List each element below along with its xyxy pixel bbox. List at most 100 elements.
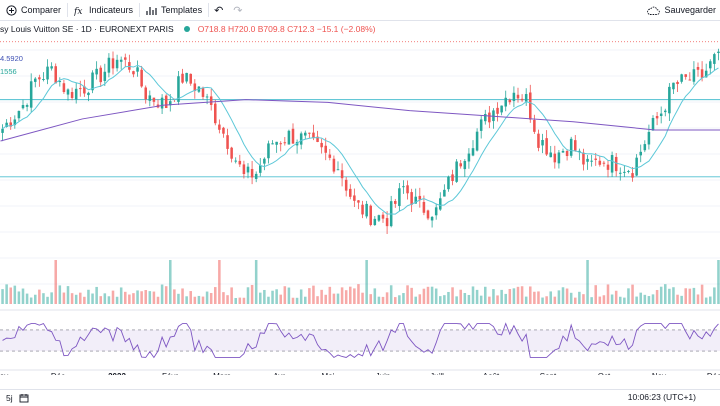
candle-body (75, 89, 78, 100)
compare-button[interactable]: Comparer (0, 0, 67, 20)
fx-icon: fx (74, 5, 85, 16)
time-axis-label: Juill (430, 372, 444, 375)
candle-body (153, 98, 156, 102)
volume-bar (104, 293, 107, 304)
volume-bar (390, 285, 393, 304)
volume-bar (108, 296, 111, 304)
top-toolbar: Comparer fx Indicateurs Templates ↶ ↷ (0, 0, 720, 21)
volume-bar (554, 297, 557, 304)
candle-body (320, 143, 323, 147)
volume-bar (34, 295, 37, 304)
volume-bar (140, 291, 143, 304)
candle-body (545, 138, 548, 154)
volume-bar (611, 295, 614, 304)
indicators-button[interactable]: fx Indicateurs (68, 0, 139, 20)
svg-text:fx: fx (74, 7, 82, 16)
templates-icon (146, 5, 157, 16)
volume-bar (157, 297, 160, 304)
candle-body (627, 171, 630, 172)
candle-body (42, 79, 45, 80)
candle-body (234, 161, 237, 162)
volume-bar (459, 290, 462, 304)
candle-body (435, 207, 438, 215)
time-axis-label: Oct (598, 372, 611, 375)
volume-bar (75, 295, 78, 304)
volume-bar (14, 286, 17, 304)
candle-body (218, 125, 221, 130)
candle-body (439, 198, 442, 209)
candle-body (251, 169, 254, 177)
candle-body (533, 120, 536, 132)
candle-body (468, 154, 471, 162)
volume-bar (562, 287, 565, 304)
volume-bar (63, 293, 66, 304)
volume-bar (521, 286, 524, 304)
candle-body (181, 74, 184, 83)
symbol-title[interactable]: sy Louis Vuitton SE · 1D · EURONEXT PARI… (0, 24, 174, 34)
grid (0, 50, 720, 310)
volume-bar (410, 288, 413, 304)
change-value: −15.1 (−2.08%) (317, 24, 376, 34)
volume-bar (259, 293, 262, 304)
candle-body (239, 161, 242, 165)
volume-bar (59, 285, 62, 304)
undo-icon[interactable]: ↶ (209, 4, 228, 17)
volume-bar (320, 290, 323, 304)
volume-bar (9, 287, 12, 304)
time-axis-label: Déc (51, 372, 65, 375)
volume-bar (684, 288, 687, 304)
volume-bar (586, 260, 589, 304)
volume-bar (451, 287, 454, 304)
range-5d-button[interactable]: 5j (0, 393, 19, 403)
volume-bar (255, 260, 258, 304)
volume-bar (713, 287, 716, 304)
candle-body (116, 60, 119, 68)
volume-bar (234, 298, 237, 304)
volume-bar (492, 289, 495, 304)
volume-bar (26, 294, 29, 304)
volume-bar (476, 290, 479, 304)
candle-body (226, 135, 229, 149)
volume-bar (619, 297, 622, 304)
candle-body (271, 143, 274, 144)
volume-bar (292, 298, 295, 304)
volume-bar (541, 298, 544, 304)
volume-bar (218, 260, 221, 304)
goto-date-icon[interactable] (19, 393, 29, 403)
candle-body (509, 100, 512, 102)
price-chart[interactable]: ovDéc2022FévrMarsAvrMaiJuinJuillAoûtSept… (0, 36, 720, 375)
clock: 10:06:23 (UTC+1) (628, 392, 696, 402)
volume-bar (198, 296, 201, 304)
templates-button[interactable]: Templates (140, 0, 208, 20)
volume-bar (144, 290, 147, 304)
time-axis-label: 2022 (108, 372, 126, 375)
candle-body (423, 202, 426, 213)
volume-bar (116, 297, 119, 304)
redo-icon[interactable]: ↷ (228, 4, 247, 17)
volume-bar (570, 293, 573, 304)
candle-body (488, 113, 491, 123)
volume-bar (464, 293, 467, 304)
candle-body (185, 73, 188, 82)
candle-body (79, 88, 82, 89)
candle-body (693, 69, 696, 81)
time-axis-label: Nov (652, 372, 666, 375)
volume-bar (394, 297, 397, 304)
candle-body (341, 170, 344, 178)
candle-body (541, 140, 544, 145)
candle-body (464, 161, 467, 169)
volume-bar (558, 290, 561, 304)
volume-bar (243, 298, 246, 304)
candle-body (537, 134, 540, 148)
candle-body (345, 180, 348, 191)
save-button[interactable]: Sauvegarder (639, 0, 720, 20)
volume-bar (603, 295, 606, 304)
volume-bar (345, 290, 348, 304)
volume-bar (594, 285, 597, 304)
volume-bar (112, 291, 115, 304)
candle-body (517, 95, 520, 99)
volume-bar (91, 294, 94, 304)
volume-bar (271, 291, 274, 304)
volume-bar (329, 287, 332, 304)
volume-bar (5, 284, 8, 304)
